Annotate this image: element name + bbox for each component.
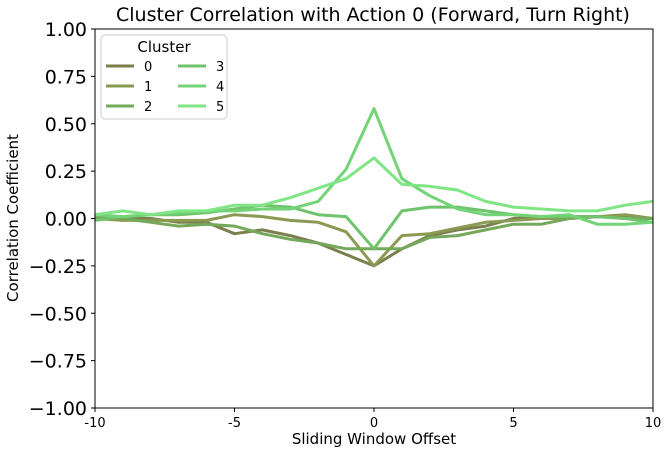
legend-items: 0 1 2 3 4 5 xyxy=(106,60,224,115)
x-axis: -10 -5 0 5 10 xyxy=(84,408,661,431)
y-tick-label: −0.75 xyxy=(29,351,87,373)
y-tick-label: 1.00 xyxy=(45,19,87,41)
x-tick-label: 10 xyxy=(645,416,662,431)
y-tick-label: −0.25 xyxy=(29,256,87,278)
legend-label-cluster-5: 5 xyxy=(216,100,224,115)
x-tick-label: -10 xyxy=(84,416,105,431)
x-tick-label: 5 xyxy=(509,416,517,431)
legend-label-cluster-1: 1 xyxy=(144,80,152,95)
legend-label-cluster-4: 4 xyxy=(216,80,224,95)
series-line-cluster-4 xyxy=(94,107,654,226)
chart-title: Cluster Correlation with Action 0 (Forwa… xyxy=(116,4,630,26)
legend-label-cluster-3: 3 xyxy=(216,60,224,75)
y-tick-label: 0.00 xyxy=(45,209,87,231)
series-line-cluster-1 xyxy=(94,213,654,268)
series-line-cluster-5 xyxy=(94,156,654,217)
legend-label-cluster-0: 0 xyxy=(144,60,152,75)
legend-title: Cluster xyxy=(137,38,191,56)
legend-box xyxy=(100,34,228,120)
x-axis-label: Sliding Window Offset xyxy=(292,430,456,448)
y-tick-label: −0.50 xyxy=(29,303,87,325)
x-tick-label: 0 xyxy=(370,416,378,431)
plot-series xyxy=(94,107,654,268)
legend: Cluster 0 1 2 3 4 5 xyxy=(100,34,228,120)
y-tick-label: −1.00 xyxy=(29,398,87,420)
x-tick-label: -5 xyxy=(228,416,241,431)
y-tick-label: 0.50 xyxy=(45,114,87,136)
series-line-cluster-0 xyxy=(94,215,654,268)
y-tick-label: 0.25 xyxy=(45,161,87,183)
y-axis: −1.00 −0.75 −0.50 −0.25 0.00 0.25 0.50 0.75 1.00 xyxy=(29,19,95,420)
y-axis-label: Correlation Coefficient xyxy=(4,134,22,302)
legend-label-cluster-2: 2 xyxy=(144,100,152,115)
y-tick-label: 0.75 xyxy=(45,66,87,88)
